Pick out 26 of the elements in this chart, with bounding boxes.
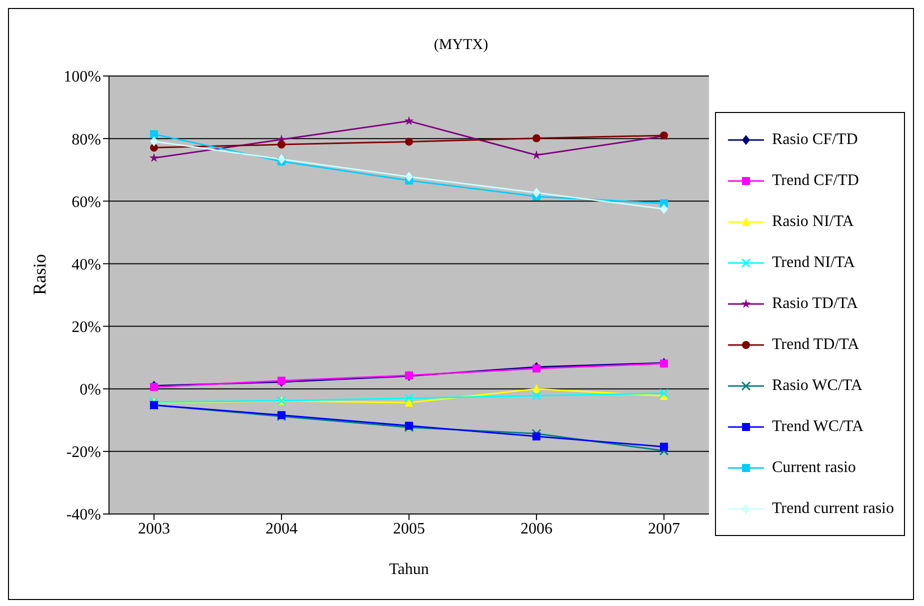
x-axis-title: Tahun	[389, 561, 429, 578]
legend-label: Trend current rasio	[772, 500, 894, 518]
legend-label: Rasio TD/TA	[772, 294, 858, 312]
y-tick-label: 20%	[72, 318, 101, 336]
legend-label: Rasio CF/TD	[772, 130, 858, 148]
y-tick-label: 100%	[64, 68, 101, 86]
x-tick-label: 2005	[392, 520, 425, 538]
legend-label: Trend CF/TD	[772, 172, 859, 190]
x-tick-label: 2004	[265, 520, 298, 538]
x-tick-label: 2003	[138, 520, 170, 538]
y-tick-label: -20%	[66, 444, 101, 462]
legend-label: Current rasio	[772, 458, 856, 476]
y-tick-label: -40%	[66, 506, 101, 524]
legend-label: Trend NI/TA	[772, 254, 855, 272]
legend-label: Rasio WC/TA	[772, 376, 862, 394]
y-axis-title: Rasio	[29, 254, 50, 295]
x-tick-label: 2006	[520, 520, 552, 538]
legend-label: Rasio NI/TA	[772, 212, 854, 230]
legend-label: Trend TD/TA	[772, 336, 860, 354]
x-tick-label: 2007	[648, 520, 680, 538]
chart-title: (MYTX)	[432, 37, 490, 54]
legend-label: Trend WC/TA	[772, 418, 864, 436]
y-tick-label: 80%	[72, 131, 101, 148]
y-tick-label: 0%	[80, 382, 101, 399]
y-tick-label: 40%	[72, 256, 101, 274]
y-tick-label: 60%	[72, 194, 101, 211]
